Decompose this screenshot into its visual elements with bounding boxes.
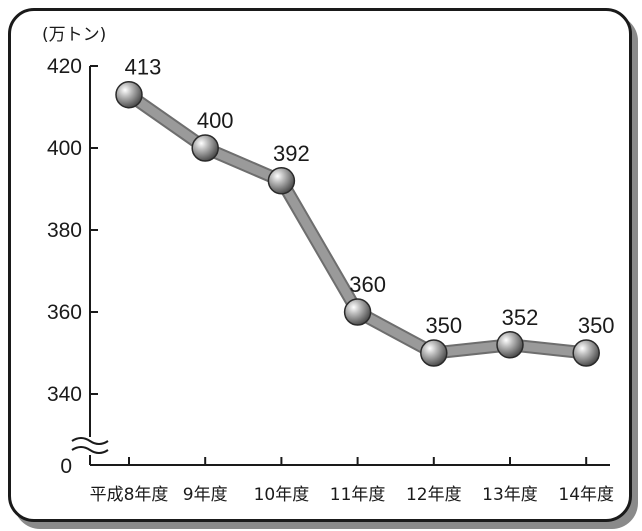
data-label: 350 — [578, 313, 615, 338]
y-tick-label: 0 — [60, 455, 72, 478]
data-label: 400 — [197, 108, 234, 133]
y-tick-label: 400 — [47, 137, 82, 160]
data-point — [420, 339, 448, 367]
data-labels: 413 400 392 360 350 352 350 — [125, 55, 615, 338]
x-axis: 平成8年度 9年度 10年度 11年度 12年度 13年度 14年度 — [90, 457, 614, 505]
data-point — [572, 339, 600, 367]
chart-frame — [8, 8, 632, 522]
data-point — [115, 80, 143, 109]
y-tick-label: 360 — [47, 301, 82, 324]
y-tick-label: 420 — [47, 55, 82, 78]
data-point — [343, 298, 372, 326]
x-tick-label: 9年度 — [183, 485, 228, 505]
axis-break-mark — [71, 446, 109, 454]
y-tick-label: 340 — [47, 383, 82, 406]
data-points — [115, 80, 600, 367]
data-label: 352 — [502, 305, 539, 330]
x-tick-label: 13年度 — [482, 485, 538, 505]
axis-break-mark — [71, 437, 109, 445]
x-tick-label: 平成8年度 — [90, 485, 169, 505]
unit-label: (万トン) — [42, 25, 106, 45]
x-tick-label: 14年度 — [558, 485, 614, 505]
data-point — [496, 331, 524, 359]
x-tick-label: 12年度 — [406, 485, 462, 505]
data-label: 413 — [125, 55, 162, 80]
y-tick-label: 380 — [47, 219, 82, 242]
data-label: 360 — [349, 272, 386, 297]
data-label: 392 — [273, 141, 310, 166]
x-tick-label: 10年度 — [254, 485, 310, 505]
data-point — [191, 134, 219, 162]
y-axis: 420 400 380 360 340 0 — [47, 55, 109, 478]
data-point — [267, 167, 296, 195]
x-tick-label: 11年度 — [330, 485, 386, 505]
data-label: 350 — [425, 313, 462, 338]
